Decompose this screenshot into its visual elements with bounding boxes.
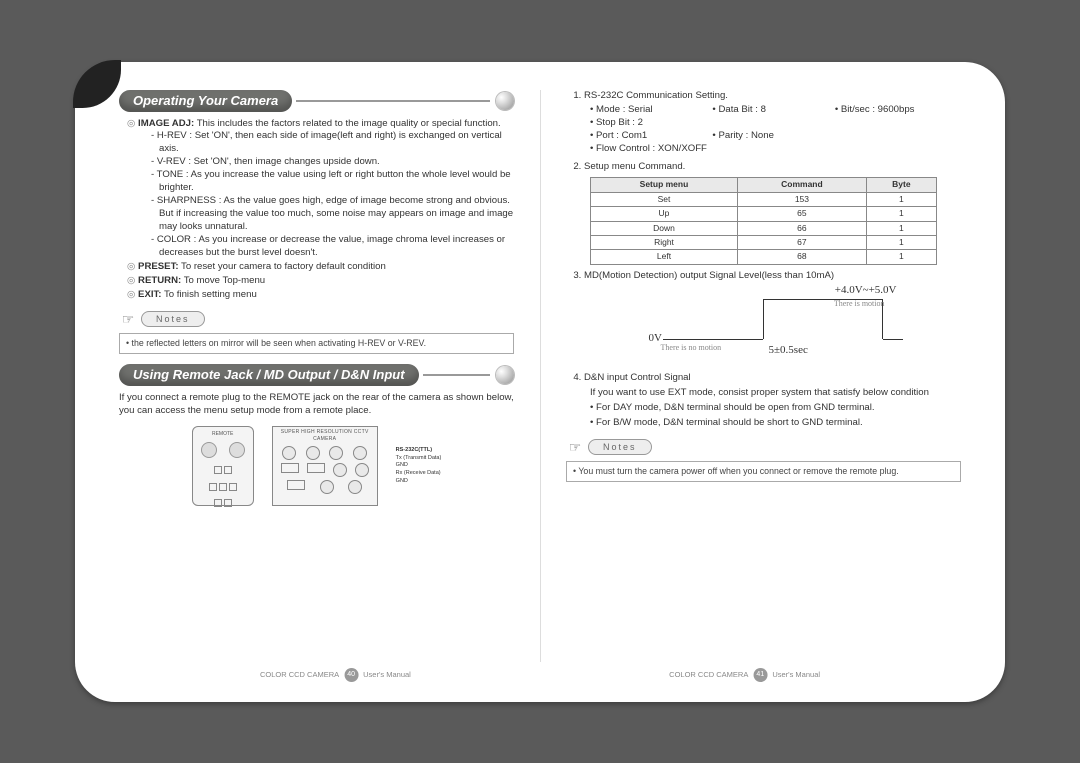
left-page: Operating Your Camera IMAGE ADJ: This in… [119,90,540,682]
notes-header-left: ☞ Notes [119,310,514,329]
notes-box-right: • You must turn the camera power off whe… [566,461,961,483]
sphere-icon [496,92,514,110]
footer-left: COLOR CCD CAMERA 40 User's Manual [260,668,411,682]
remote-controller: REMOTE [192,426,254,506]
image-adj-list: IMAGE ADJ: This includes the factors rel… [127,118,514,302]
remote-intro: If you connect a remote plug to the REMO… [119,392,514,418]
notes-header-right: ☞ Notes [566,438,961,457]
command-table: Setup menu Command Byte Set1531 Up651 Do… [590,177,937,265]
rs232-settings: RS-232C Communication Setting. Mode : Se… [584,90,961,157]
page-number: 40 [344,668,358,682]
section-title: Operating Your Camera [119,90,292,112]
right-page: RS-232C Communication Setting. Mode : Se… [540,90,961,682]
footer-right: COLOR CCD CAMERA 41 User's Manual [669,668,820,682]
hand-icon: ☞ [119,310,137,329]
table-row: Left681 [591,250,937,264]
pulse-diagram: 0V +4.0V~+5.0V There is motion There is … [643,287,903,367]
table-row: Right671 [591,236,937,250]
pinout-legend: RS-232C(TTL) Tx (Transmit Data) GND Rx (… [396,447,442,485]
right-list: RS-232C Communication Setting. Mode : Se… [584,90,961,430]
notes-pill: Notes [588,439,652,455]
corner-tab [73,60,121,108]
table-row: Set1531 [591,192,937,206]
camera-back-panel: SUPER HIGH RESOLUTION CCTV CAMERA [272,426,378,506]
sphere-icon [496,366,514,384]
table-row: Up651 [591,207,937,221]
table-row: Down661 [591,221,937,235]
dn-signal: D&N input Control Signal If you want to … [584,372,961,430]
section-title: Using Remote Jack / MD Output / D&N Inpu… [119,364,419,386]
notes-box-left: • the reflected letters on mirror will b… [119,333,514,355]
md-signal: MD(Motion Detection) output Signal Level… [584,270,961,367]
page-number: 41 [753,668,767,682]
section-remote: Using Remote Jack / MD Output / D&N Inpu… [119,364,514,386]
hand-icon: ☞ [566,438,584,457]
setup-command: Setup menu Command. Setup menu Command B… [584,161,961,265]
section-operating: Operating Your Camera [119,90,514,112]
manual-spread: Operating Your Camera IMAGE ADJ: This in… [75,62,1005,702]
notes-pill: Notes [141,311,205,327]
back-diagram: REMOTE SUPER HIGH RESOLUTION CCTV CAMERA… [119,426,514,506]
